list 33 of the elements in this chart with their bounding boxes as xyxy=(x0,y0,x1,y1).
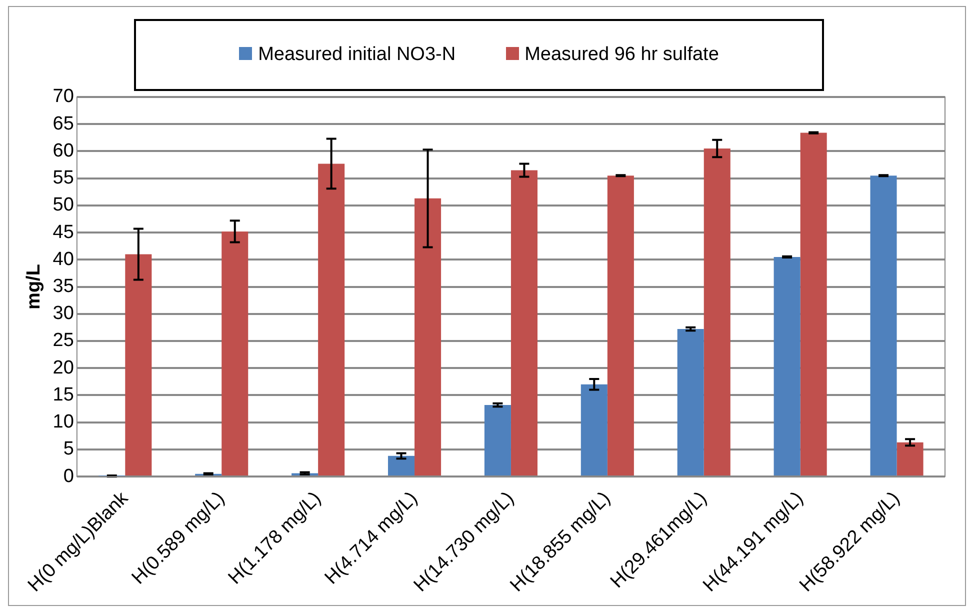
bar xyxy=(484,404,511,476)
y-tick-label: 50 xyxy=(52,194,74,216)
bar xyxy=(318,164,345,476)
y-tick-label: 20 xyxy=(52,357,74,378)
bar xyxy=(607,176,634,476)
bar xyxy=(704,148,730,476)
bar xyxy=(870,176,897,476)
bar xyxy=(896,442,924,476)
legend-label: Measured initial NO3-N xyxy=(257,44,456,66)
y-tick-label: 45 xyxy=(52,222,74,243)
y-axis-title: mg/L xyxy=(24,264,45,310)
y-tick-label: 25 xyxy=(52,330,74,352)
y-tick-label: 5 xyxy=(63,438,74,460)
y-tick-label: 55 xyxy=(52,168,74,189)
y-tick-label: 10 xyxy=(52,412,74,433)
bar xyxy=(774,256,800,476)
y-tick-label: 0 xyxy=(63,466,74,487)
bar xyxy=(414,198,442,476)
legend-label: Measured 96 hr sulfate xyxy=(524,44,719,66)
bar xyxy=(677,329,704,476)
y-tick-label: 35 xyxy=(52,276,74,297)
y-tick-label: 70 xyxy=(52,86,74,108)
bar xyxy=(580,384,608,476)
bar xyxy=(388,456,415,476)
bar xyxy=(222,231,248,476)
y-tick-label: 15 xyxy=(52,384,74,406)
bar xyxy=(510,170,538,476)
y-tick-label: 40 xyxy=(52,248,74,270)
y-tick-label: 65 xyxy=(52,113,74,134)
y-tick-label: 60 xyxy=(52,140,74,162)
y-tick-label: 30 xyxy=(52,303,74,324)
bar xyxy=(125,254,152,476)
bar xyxy=(800,132,827,476)
